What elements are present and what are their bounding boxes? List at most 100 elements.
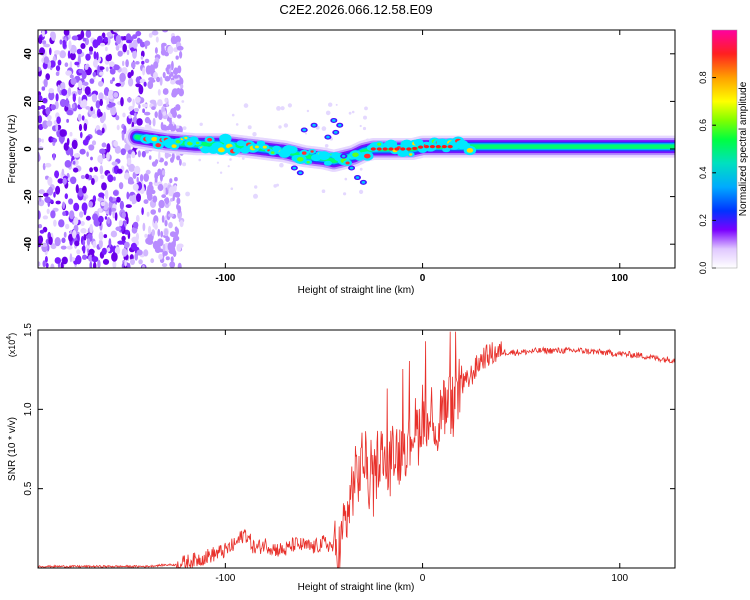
noise-speck (177, 65, 182, 74)
noise-speck (131, 61, 136, 69)
noise-speck (135, 83, 142, 88)
noise-speck (76, 249, 81, 255)
noise-speck (107, 103, 114, 108)
noise-speck (50, 104, 56, 111)
noise-speck (134, 252, 138, 261)
noise-speck (133, 221, 139, 229)
noise-speck (133, 107, 139, 113)
noise-speck (177, 262, 182, 268)
noise-speck (126, 216, 129, 225)
noise-speck (46, 120, 53, 127)
noise-speck (99, 71, 104, 76)
noise-speck (321, 126, 327, 131)
ridge-peak (418, 145, 424, 149)
noise-speck (98, 239, 103, 249)
ridge-peak (412, 146, 418, 151)
noise-speck (335, 103, 338, 106)
ridge-branch (302, 128, 307, 132)
noise-speck (126, 191, 130, 200)
noise-speck (171, 60, 174, 71)
snr-xlabel: Height of straight line (km) (298, 582, 415, 593)
noise-speck (53, 219, 57, 227)
noise-speck (78, 80, 83, 90)
noise-speck (321, 189, 326, 193)
noise-speck (50, 263, 55, 268)
noise-speck (60, 261, 64, 268)
noise-speck (62, 211, 66, 217)
noise-speck (122, 43, 127, 53)
noise-speck (219, 171, 223, 174)
noise-speck (111, 252, 118, 262)
noise-speck (174, 177, 178, 182)
noise-speck (63, 142, 69, 151)
noise-speck (80, 221, 85, 226)
x-tick-label: 0 (420, 573, 426, 584)
y-tick-label: 20 (23, 95, 34, 107)
noise-speck (123, 125, 127, 135)
ridge-branch (292, 166, 297, 170)
noise-speck (158, 248, 164, 253)
ridge-branch (337, 123, 342, 127)
ridge-peak (262, 145, 267, 149)
ridge-peak (254, 145, 259, 149)
noise-speck (154, 159, 159, 165)
noise-speck (51, 31, 56, 41)
noise-speck (176, 243, 182, 252)
noise-speck (115, 45, 120, 51)
noise-speck (155, 36, 159, 43)
noise-speck (109, 79, 114, 85)
noise-speck (80, 131, 83, 139)
noise-speck (69, 147, 74, 157)
noise-speck (104, 216, 108, 220)
noise-speck (124, 241, 130, 249)
noise-speck (164, 228, 169, 236)
noise-speck (102, 153, 106, 159)
noise-speck (135, 214, 140, 223)
noise-speck (253, 193, 258, 199)
noise-speck (162, 111, 167, 116)
noise-speck (165, 256, 170, 261)
noise-speck (110, 105, 117, 116)
noise-speck (142, 103, 148, 108)
ridge-branch (332, 119, 336, 122)
ridge-peak (175, 139, 181, 144)
noise-speck (154, 246, 159, 251)
ridge-peak (364, 153, 371, 159)
ridge-peak (400, 147, 406, 151)
noise-speck (182, 162, 187, 167)
noise-speck (98, 66, 105, 71)
noise-speck (90, 156, 93, 161)
noise-speck (168, 186, 175, 195)
noise-speck (123, 172, 130, 180)
noise-speck (106, 152, 110, 161)
noise-speck (243, 103, 249, 108)
noise-speck (92, 213, 99, 221)
noise-speck (145, 237, 151, 245)
ridge-peak (345, 161, 350, 165)
noise-speck (150, 258, 155, 264)
noise-speck (138, 104, 141, 109)
noise-speck (143, 81, 147, 87)
noise-speck (82, 185, 87, 194)
noise-speck (343, 192, 347, 196)
noise-speck (61, 88, 68, 96)
ridge-peak (382, 147, 388, 151)
noise-speck (62, 177, 67, 185)
noise-speck (100, 201, 106, 207)
noise-speck (151, 229, 155, 237)
noise-speck (153, 71, 158, 80)
noise-speck (306, 109, 310, 113)
noise-speck (69, 52, 76, 61)
ridge-blob (397, 148, 409, 157)
noise-speck (82, 139, 89, 146)
noise-speck (147, 184, 154, 193)
noise-speck (90, 106, 94, 112)
noise-speck (126, 157, 132, 166)
noise-speck (148, 32, 153, 38)
noise-speck (151, 106, 156, 110)
noise-speck (229, 158, 232, 161)
noise-speck (98, 215, 104, 223)
noise-speck (45, 262, 49, 268)
noise-speck (80, 43, 86, 49)
colorbar-gradient (712, 30, 737, 268)
